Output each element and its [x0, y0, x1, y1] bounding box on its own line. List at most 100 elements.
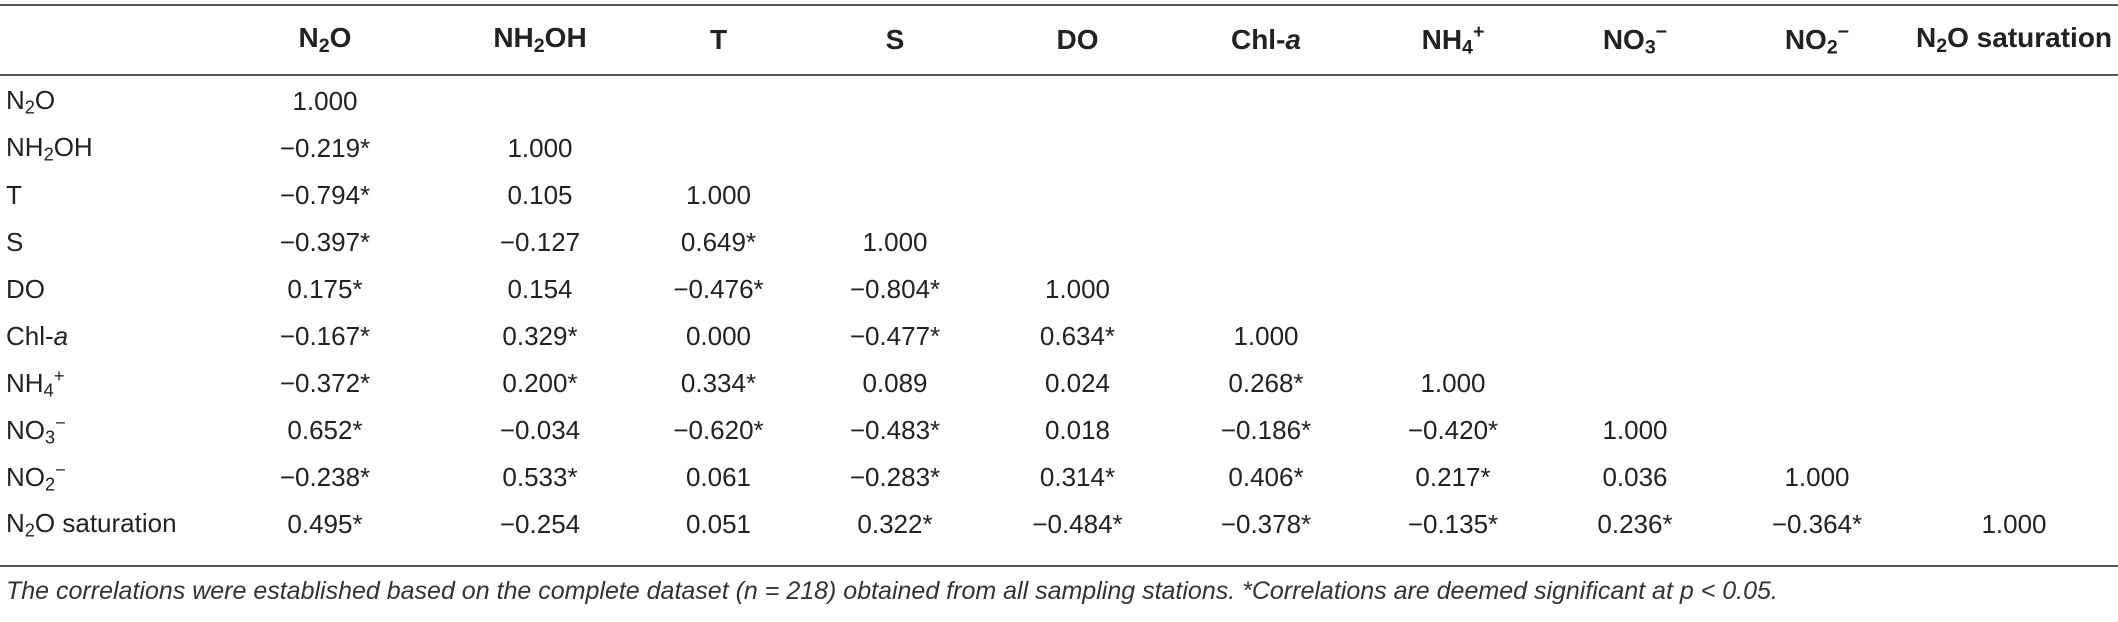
- correlation-cell: −0.378*: [1220, 509, 1312, 539]
- correlation-cell: 0.329*: [502, 321, 578, 351]
- correlation-cell: 1.000: [1233, 321, 1299, 351]
- correlation-cell: 0.406*: [1228, 462, 1304, 492]
- empty-cell: [1910, 125, 2118, 172]
- correlation-cell: −0.283*: [849, 462, 941, 492]
- correlation-cell: 1.000: [507, 133, 573, 163]
- correlation-cell: −0.476*: [673, 274, 764, 304]
- correlation-cell: 1.000: [1420, 368, 1486, 398]
- table-row: DO 0.175* 0.154 −0.476* −0.804* 1.000: [0, 266, 2118, 313]
- correlation-cell: 0.322*: [857, 509, 933, 539]
- table-bottom-rule: [0, 565, 2118, 567]
- correlation-cell: 0.533*: [502, 462, 578, 492]
- correlation-cell: 0.649*: [680, 227, 757, 257]
- column-header: T: [709, 24, 728, 55]
- correlation-cell: 0.018: [1044, 415, 1111, 445]
- row-label: N2O saturation: [6, 507, 177, 541]
- table-row: NO2− −0.238* 0.533* 0.061 −0.283* 0.314* 0.406…: [0, 454, 2118, 501]
- correlation-table: N2O NH2OH T S DO Chl-a NH4+ NO3− NO2− N2O saturat…: [0, 6, 2118, 548]
- correlation-cell: 1.000: [292, 86, 358, 116]
- table-row: N2O saturation 0.495* −0.254 0.051 0.322* −0.…: [0, 501, 2118, 548]
- empty-cell: [1724, 74, 1910, 125]
- empty-cell: [1910, 172, 2118, 219]
- empty-cell: [1910, 74, 2118, 125]
- row-label: Chl-a: [6, 321, 69, 351]
- table-header-rule: [0, 74, 2118, 76]
- empty-cell: [630, 74, 807, 125]
- empty-cell: [1724, 219, 1910, 266]
- empty-cell: [1360, 219, 1546, 266]
- table-body: N2O 1.000 NH2OH −0.219* 1.000 T −0.794* 0.105 1.…: [0, 74, 2118, 548]
- correlation-cell: −0.219*: [279, 133, 371, 163]
- row-label: DO: [6, 274, 45, 304]
- correlation-cell: −0.135*: [1407, 509, 1499, 539]
- correlation-cell: 0.634*: [1039, 321, 1116, 351]
- correlation-cell: −0.804*: [849, 274, 941, 304]
- empty-cell: [1724, 172, 1910, 219]
- empty-cell: [983, 219, 1172, 266]
- empty-cell: [1910, 266, 2118, 313]
- empty-cell: [1546, 125, 1724, 172]
- correlation-cell: 0.217*: [1415, 462, 1491, 492]
- correlation-cell: 1.000: [1602, 415, 1668, 445]
- table-row: NO3− 0.652* −0.034 −0.620* −0.483* 0.018 −0.18…: [0, 407, 2118, 454]
- empty-cell: [1360, 313, 1546, 360]
- table-row: S −0.397* −0.127 0.649* 1.000: [0, 219, 2118, 266]
- empty-cell: [450, 74, 630, 125]
- correlation-cell: −0.483*: [849, 415, 941, 445]
- empty-cell: [1910, 313, 2118, 360]
- correlation-cell: 1.000: [862, 227, 928, 257]
- empty-cell: [1172, 172, 1360, 219]
- table-row: T −0.794* 0.105 1.000: [0, 172, 2118, 219]
- empty-cell: [1910, 219, 2118, 266]
- correlation-cell: 0.268*: [1228, 368, 1304, 398]
- correlation-cell: −0.364*: [1771, 509, 1863, 539]
- empty-cell: [1546, 74, 1724, 125]
- row-label: N2O: [6, 84, 56, 118]
- column-header: NO2−: [1784, 20, 1850, 59]
- correlation-cell: 0.089: [862, 368, 928, 398]
- column-header: NO3−: [1602, 20, 1668, 59]
- table-top-rule: [0, 4, 2118, 6]
- column-header: Chl-a: [1230, 24, 1301, 55]
- empty-cell: [807, 125, 983, 172]
- column-header: N2O saturation: [1915, 22, 2113, 57]
- correlation-cell: 1.000: [1981, 509, 2047, 539]
- header-corner-cell: [0, 6, 200, 74]
- empty-cell: [1172, 266, 1360, 313]
- row-label: NO3−: [6, 412, 66, 448]
- row-label: NH2OH: [6, 131, 93, 165]
- correlation-cell: −0.254: [499, 509, 581, 539]
- correlation-cell: 0.334*: [680, 368, 757, 398]
- correlation-cell: 0.175*: [287, 274, 363, 304]
- column-header: DO: [1056, 24, 1099, 55]
- empty-cell: [630, 125, 807, 172]
- correlation-cell: −0.238*: [279, 462, 371, 492]
- empty-cell: [1172, 219, 1360, 266]
- correlation-cell: 0.652*: [287, 415, 363, 445]
- correlation-cell: −0.477*: [849, 321, 941, 351]
- empty-cell: [983, 125, 1172, 172]
- column-header: S: [885, 24, 905, 55]
- empty-cell: [807, 172, 983, 219]
- table-row: Chl-a −0.167* 0.329* 0.000 −0.477* 0.634* 1.00…: [0, 313, 2118, 360]
- correlation-cell: 0.236*: [1597, 509, 1673, 539]
- empty-cell: [807, 74, 983, 125]
- empty-cell: [983, 74, 1172, 125]
- empty-cell: [1910, 454, 2118, 501]
- table-header-row: N2O NH2OH T S DO Chl-a NH4+ NO3− NO2− N2O saturat…: [0, 6, 2118, 74]
- correlation-cell: 0.061: [685, 462, 752, 492]
- empty-cell: [1724, 313, 1910, 360]
- row-label: S: [6, 227, 24, 257]
- empty-cell: [1910, 407, 2118, 454]
- correlation-cell: −0.372*: [279, 368, 371, 398]
- empty-cell: [1546, 172, 1724, 219]
- empty-cell: [983, 172, 1172, 219]
- correlation-cell: −0.794*: [279, 180, 371, 210]
- empty-cell: [1360, 266, 1546, 313]
- correlation-cell: 0.036: [1602, 462, 1668, 492]
- table-row: N2O 1.000: [0, 74, 2118, 125]
- empty-cell: [1546, 313, 1724, 360]
- empty-cell: [1360, 125, 1546, 172]
- empty-cell: [1724, 407, 1910, 454]
- table-row: NH2OH −0.219* 1.000: [0, 125, 2118, 172]
